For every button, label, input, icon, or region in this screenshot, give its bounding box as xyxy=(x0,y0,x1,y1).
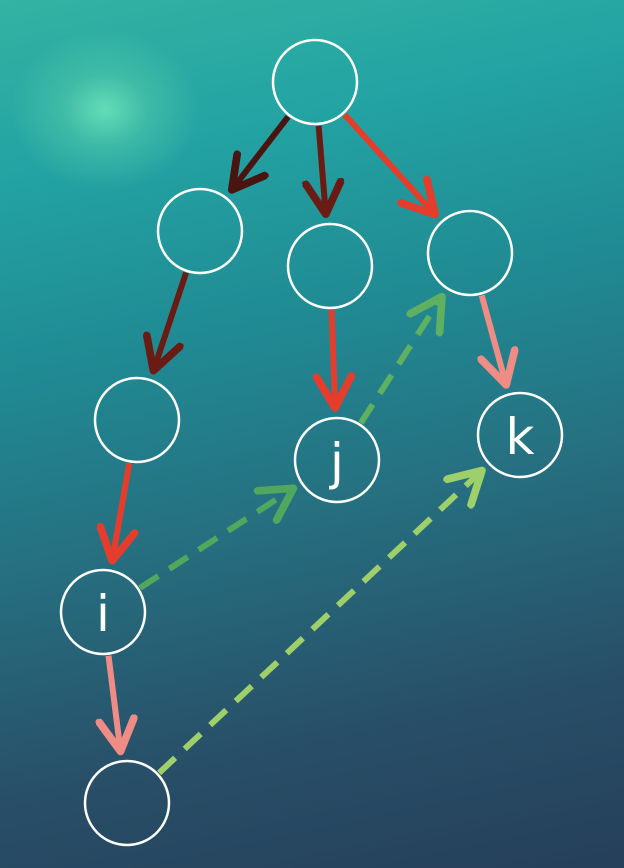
node-b xyxy=(286,222,374,310)
edge-root-to-b xyxy=(319,125,326,214)
node-circle xyxy=(293,416,381,504)
node-a xyxy=(156,187,244,275)
node-label-i: i xyxy=(96,585,110,643)
node-k: k xyxy=(476,391,564,479)
edge-b-to-j xyxy=(332,309,336,408)
node-e xyxy=(83,759,171,847)
edge-i-to-e xyxy=(109,655,121,752)
node-circle xyxy=(83,759,171,847)
node-label-j: j xyxy=(329,433,344,491)
edge-e-to-k-dashed xyxy=(157,471,482,776)
node-c xyxy=(426,209,514,297)
edge-a-to-d xyxy=(153,271,189,371)
node-circle xyxy=(286,222,374,310)
edge-j-to-c-dashed xyxy=(358,297,442,425)
node-d xyxy=(93,376,181,464)
node-circle xyxy=(271,38,359,126)
node-root xyxy=(271,38,359,126)
edge-root-to-c xyxy=(342,112,436,215)
edge-i-to-j-dashed xyxy=(138,488,294,591)
nodes-layer: j k i xyxy=(59,38,564,847)
edge-root-to-a xyxy=(232,114,291,190)
node-circle xyxy=(426,209,514,297)
edge-c-to-k xyxy=(482,294,507,385)
node-circle xyxy=(476,391,564,479)
node-j: j xyxy=(293,416,381,504)
node-circle xyxy=(59,568,147,656)
node-circle xyxy=(156,187,244,275)
node-circle xyxy=(93,376,181,464)
edge-d-to-i xyxy=(112,462,129,561)
edges-layer xyxy=(109,112,507,776)
node-label-k: k xyxy=(506,408,535,466)
node-i: i xyxy=(59,568,147,656)
